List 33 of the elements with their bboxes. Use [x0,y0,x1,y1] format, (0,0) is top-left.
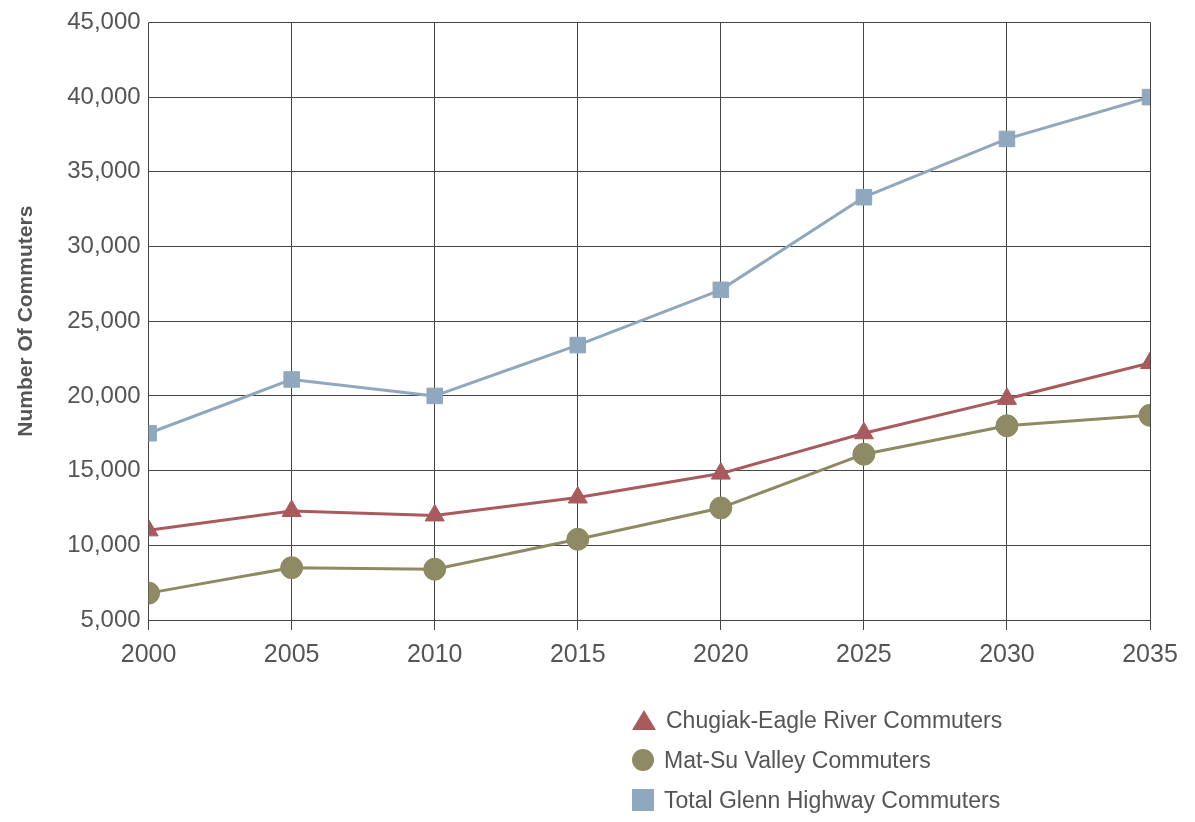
y-tick-label: 25,000 [67,305,141,333]
y-axis-title: Number Of Commuters [13,205,37,437]
y-tick-label: 5,000 [80,604,141,632]
point [855,188,873,206]
point [709,496,733,520]
y-tick-label: 35,000 [67,156,141,184]
x-tick-label: 2015 [549,638,606,667]
x-tick-label: 2020 [693,638,749,667]
point [426,387,443,405]
x-tick-label: 2035 [1122,638,1178,667]
y-tick-label: 40,000 [67,81,141,109]
x-tick-label: 2030 [979,638,1035,667]
point [569,336,587,354]
point [852,442,876,466]
x-tick-label: 2000 [120,638,177,667]
y-tick-label: 20,000 [67,380,141,408]
point [423,557,447,581]
legend-label: Mat-Su Valley Commuters [664,746,931,774]
legend-label: Total Glenn Highway Commuters [664,786,1001,814]
x-tick-label: 2005 [263,638,320,667]
point [998,130,1016,148]
point [712,281,730,299]
y-tick-label: 15,000 [67,455,141,483]
x-tick-label: 2010 [406,638,463,667]
y-tick-label: 45,000 [67,7,141,35]
point [280,556,304,580]
x-tick-label: 2025 [836,638,892,667]
point [566,527,590,551]
y-tick-label: 10,000 [67,529,141,557]
legend-label: Chugiak-Eagle River Commuters [666,706,1003,734]
y-tick-label: 30,000 [67,231,141,259]
point [995,414,1019,438]
point [283,371,300,388]
